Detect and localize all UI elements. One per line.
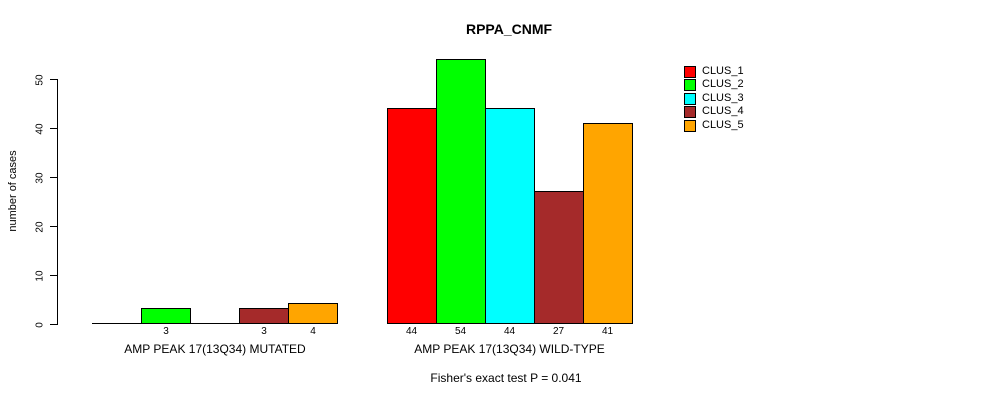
bar-value-label: 3 <box>163 326 169 337</box>
bar-clus-2-group2 <box>435 59 486 324</box>
y-axis-tick <box>50 79 58 80</box>
bar-clus-5-group2 <box>582 123 633 324</box>
chart-title: RPPA_CNMF <box>465 21 553 37</box>
bar-value-label: 3 <box>261 326 267 337</box>
legend-swatch-clus-1 <box>684 66 696 78</box>
y-axis-tick-label: 0 <box>34 321 46 328</box>
y-axis-tick <box>50 275 58 276</box>
bar-value-label: 27 <box>552 326 565 337</box>
bar-value-label: 41 <box>601 326 614 337</box>
y-axis-tick <box>50 128 58 129</box>
bar-value-label: 44 <box>405 326 418 337</box>
y-axis-tick <box>50 177 58 178</box>
legend-label-clus-1: CLUS_1 <box>702 65 744 77</box>
bar-value-label: 4 <box>310 326 316 337</box>
bar-clus-5-group1 <box>288 303 338 324</box>
bar-clus-1-group2 <box>386 108 437 324</box>
y-axis-tick-label: 30 <box>34 171 46 184</box>
y-axis-tick-label: 40 <box>34 122 46 135</box>
y-axis-title: number of cases <box>7 150 19 232</box>
legend-swatch-clus-2 <box>684 79 696 92</box>
group-baseline <box>92 323 338 324</box>
legend-label-clus-4: CLUS_4 <box>702 105 744 118</box>
legend-swatch-clus-3 <box>684 92 696 105</box>
bar-clus-4-group1 <box>239 308 289 324</box>
legend-label-clus-3: CLUS_3 <box>702 91 744 104</box>
bar-clus-2-group1 <box>141 308 191 324</box>
y-axis-tick-label: 20 <box>34 220 46 233</box>
bar-value-label: 44 <box>503 326 516 337</box>
y-axis-line <box>57 79 58 324</box>
bar-clus-3-group2 <box>484 108 535 324</box>
bar-clus-4-group2 <box>533 191 584 324</box>
y-axis-tick-label: 10 <box>34 269 46 282</box>
legend-label-clus-2: CLUS_2 <box>702 78 744 91</box>
y-axis-tick <box>50 324 58 325</box>
group-label: AMP PEAK 17(13Q34) MUTATED <box>124 342 306 356</box>
fisher-test-annotation: Fisher's exact test P = 0.041 <box>430 371 582 385</box>
legend-swatch-clus-4 <box>684 106 696 119</box>
bar-value-label: 54 <box>454 326 467 337</box>
y-axis-tick <box>50 226 58 227</box>
legend-label-clus-5: CLUS_5 <box>702 118 744 131</box>
group-label: AMP PEAK 17(13Q34) WILD-TYPE <box>414 342 605 356</box>
legend-swatch-clus-5 <box>684 119 696 132</box>
y-axis-tick-label: 50 <box>34 73 46 86</box>
